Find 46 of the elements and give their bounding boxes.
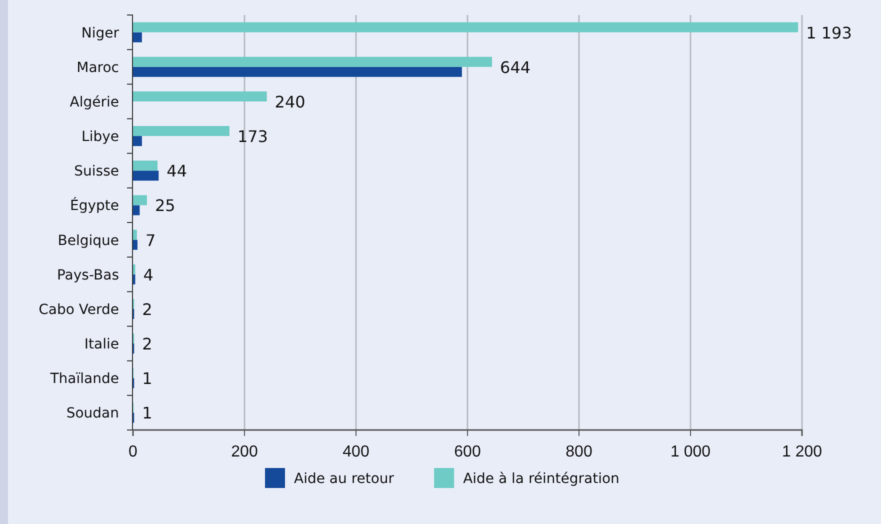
y-tick-label: Pays-Bas xyxy=(56,267,119,284)
y-tick-label: Égypte xyxy=(70,197,119,214)
y-tick-label: Suisse xyxy=(74,164,119,180)
data-label: 25 xyxy=(154,196,176,216)
data-label: 44 xyxy=(166,162,188,181)
y-tick-label: Maroc xyxy=(76,60,119,76)
bar xyxy=(133,230,137,240)
x-tick-label: 800 xyxy=(566,444,592,461)
bar xyxy=(133,205,140,216)
y-tick-label: Cabo Verde xyxy=(38,302,119,318)
bar xyxy=(133,32,142,42)
y-tick-label: Italie xyxy=(84,336,119,353)
y-tick-label: Niger xyxy=(81,25,120,42)
x-tick-label: 1 000 xyxy=(670,444,711,461)
bar xyxy=(133,56,492,67)
x-tick-label: 1 200 xyxy=(782,444,822,461)
y-tick-label: Libye xyxy=(82,129,119,146)
legend-label: Aide à la réintégration xyxy=(463,471,620,487)
data-label: 644 xyxy=(500,58,531,77)
bar xyxy=(133,160,158,171)
bar xyxy=(133,91,267,102)
bar xyxy=(133,22,798,32)
data-label: 7 xyxy=(145,230,156,250)
x-tick-label: 400 xyxy=(342,444,370,461)
data-label: 1 193 xyxy=(806,23,852,42)
x-tick-label: 200 xyxy=(231,444,258,461)
y-tick-label: Belgique xyxy=(58,232,119,249)
data-label: 240 xyxy=(274,92,306,112)
bar xyxy=(133,126,230,136)
bar xyxy=(133,170,159,181)
x-tick-label: 0 xyxy=(128,444,138,461)
data-label: 1 xyxy=(142,404,152,423)
data-label: 2 xyxy=(142,300,152,319)
data-label: 2 xyxy=(142,334,152,354)
data-label: 1 xyxy=(142,369,152,388)
legend-label: Aide au retour xyxy=(294,471,394,487)
bar xyxy=(133,195,147,206)
y-tick-label: Algérie xyxy=(70,94,119,110)
x-tick-label: 600 xyxy=(454,444,481,461)
data-label: 173 xyxy=(237,127,268,146)
data-label: 4 xyxy=(143,265,154,284)
bar xyxy=(133,66,462,77)
bar xyxy=(133,136,142,146)
y-tick-label: Soudan xyxy=(66,406,119,422)
bar xyxy=(133,240,138,250)
y-tick-label: Thaïlande xyxy=(49,371,119,388)
